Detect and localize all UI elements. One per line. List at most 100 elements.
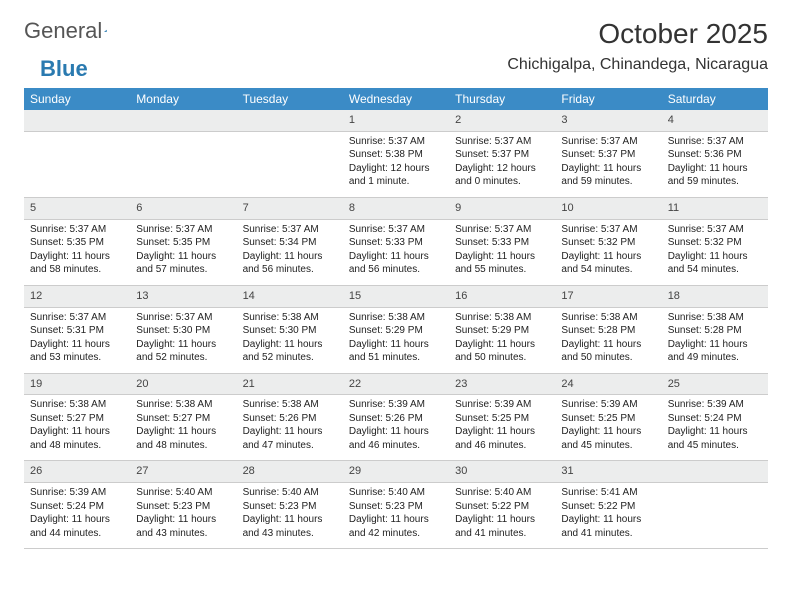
sunset-text: Sunset: 5:22 PM [561,500,655,514]
sunset-text: Sunset: 5:32 PM [561,236,655,250]
daylight-text: and 52 minutes. [136,351,230,365]
daylight-text: Daylight: 11 hours [668,338,762,352]
sunrise-text: Sunrise: 5:40 AM [243,486,337,500]
day-data-cell: Sunrise: 5:38 AMSunset: 5:28 PMDaylight:… [662,307,768,373]
daylight-text: and 43 minutes. [136,527,230,541]
daylight-text: Daylight: 11 hours [30,338,124,352]
sunset-text: Sunset: 5:38 PM [349,148,443,162]
daylight-text: and 1 minute. [349,175,443,189]
day-data-cell: Sunrise: 5:38 AMSunset: 5:27 PMDaylight:… [130,395,236,461]
daylight-text: and 0 minutes. [455,175,549,189]
day-number-cell: 2 [449,110,555,131]
weekday-header: Sunday [24,88,130,110]
daylight-text: and 57 minutes. [136,263,230,277]
day-data-cell: Sunrise: 5:39 AMSunset: 5:25 PMDaylight:… [555,395,661,461]
day-number-cell: 16 [449,285,555,307]
location-subtitle: Chichigalpa, Chinandega, Nicaragua [507,56,768,74]
sunrise-text: Sunrise: 5:37 AM [455,223,549,237]
sunset-text: Sunset: 5:34 PM [243,236,337,250]
daylight-text: Daylight: 11 hours [561,250,655,264]
daylight-text: and 50 minutes. [455,351,549,365]
daylight-text: Daylight: 11 hours [136,425,230,439]
sunrise-text: Sunrise: 5:39 AM [668,398,762,412]
sunset-text: Sunset: 5:37 PM [455,148,549,162]
day-data-cell: Sunrise: 5:37 AMSunset: 5:37 PMDaylight:… [555,131,661,197]
day-data-cell: Sunrise: 5:37 AMSunset: 5:33 PMDaylight:… [449,219,555,285]
daylight-text: Daylight: 11 hours [455,513,549,527]
sunset-text: Sunset: 5:22 PM [455,500,549,514]
calendar-table: Sunday Monday Tuesday Wednesday Thursday… [24,88,768,549]
daylight-text: Daylight: 11 hours [243,250,337,264]
daylight-text: Daylight: 11 hours [136,513,230,527]
daylight-text: and 59 minutes. [561,175,655,189]
sunrise-text: Sunrise: 5:38 AM [243,398,337,412]
daylight-text: Daylight: 11 hours [668,162,762,176]
daylight-text: Daylight: 11 hours [30,513,124,527]
sunset-text: Sunset: 5:36 PM [668,148,762,162]
sunrise-text: Sunrise: 5:40 AM [455,486,549,500]
daylight-text: and 44 minutes. [30,527,124,541]
day-data-cell: Sunrise: 5:39 AMSunset: 5:26 PMDaylight:… [343,395,449,461]
day-data-cell: Sunrise: 5:38 AMSunset: 5:29 PMDaylight:… [343,307,449,373]
weekday-header: Thursday [449,88,555,110]
daylight-text: Daylight: 11 hours [136,250,230,264]
sunset-text: Sunset: 5:25 PM [455,412,549,426]
daylight-text: Daylight: 12 hours [455,162,549,176]
day-data-cell: Sunrise: 5:40 AMSunset: 5:22 PMDaylight:… [449,483,555,549]
daylight-text: and 50 minutes. [561,351,655,365]
calendar-page: General October 2025 Chichigalpa, Chinan… [0,0,792,612]
daylight-text: and 46 minutes. [349,439,443,453]
day-data-cell: Sunrise: 5:40 AMSunset: 5:23 PMDaylight:… [237,483,343,549]
day-data-cell: Sunrise: 5:40 AMSunset: 5:23 PMDaylight:… [130,483,236,549]
day-number-cell: 5 [24,197,130,219]
day-number-row: 12131415161718 [24,285,768,307]
sunrise-text: Sunrise: 5:39 AM [561,398,655,412]
sunrise-text: Sunrise: 5:38 AM [243,311,337,325]
day-data-cell: Sunrise: 5:37 AMSunset: 5:37 PMDaylight:… [449,131,555,197]
daylight-text: and 48 minutes. [30,439,124,453]
day-data-cell: Sunrise: 5:37 AMSunset: 5:35 PMDaylight:… [24,219,130,285]
daylight-text: Daylight: 11 hours [349,250,443,264]
daylight-text: Daylight: 11 hours [30,425,124,439]
sunrise-text: Sunrise: 5:37 AM [668,135,762,149]
title-block: October 2025 Chichigalpa, Chinandega, Ni… [507,18,768,74]
day-number-cell: 6 [130,197,236,219]
brand-part1: General [24,18,102,44]
day-number-cell: 26 [24,461,130,483]
sunset-text: Sunset: 5:26 PM [243,412,337,426]
sunset-text: Sunset: 5:30 PM [243,324,337,338]
day-number-cell: 13 [130,285,236,307]
day-data-cell: Sunrise: 5:40 AMSunset: 5:23 PMDaylight:… [343,483,449,549]
sunrise-text: Sunrise: 5:38 AM [668,311,762,325]
day-data-cell: Sunrise: 5:38 AMSunset: 5:26 PMDaylight:… [237,395,343,461]
daylight-text: Daylight: 11 hours [349,338,443,352]
day-number-cell: 24 [555,373,661,395]
sunset-text: Sunset: 5:23 PM [136,500,230,514]
sunrise-text: Sunrise: 5:37 AM [668,223,762,237]
daylight-text: Daylight: 11 hours [243,425,337,439]
day-number-cell: 8 [343,197,449,219]
daylight-text: and 51 minutes. [349,351,443,365]
day-number-cell: 11 [662,197,768,219]
sunset-text: Sunset: 5:28 PM [668,324,762,338]
sunset-text: Sunset: 5:35 PM [136,236,230,250]
day-number-cell: 23 [449,373,555,395]
sunset-text: Sunset: 5:33 PM [349,236,443,250]
day-number-cell: 30 [449,461,555,483]
day-data-cell: Sunrise: 5:41 AMSunset: 5:22 PMDaylight:… [555,483,661,549]
day-data-cell: Sunrise: 5:37 AMSunset: 5:35 PMDaylight:… [130,219,236,285]
daylight-text: Daylight: 11 hours [30,250,124,264]
day-data-cell [130,131,236,197]
day-number-cell: 1 [343,110,449,131]
day-number-cell: 17 [555,285,661,307]
daylight-text: and 46 minutes. [455,439,549,453]
daylight-text: Daylight: 11 hours [668,250,762,264]
sunrise-text: Sunrise: 5:37 AM [136,311,230,325]
sunset-text: Sunset: 5:23 PM [349,500,443,514]
day-number-cell [237,110,343,131]
daylight-text: and 47 minutes. [243,439,337,453]
sunrise-text: Sunrise: 5:38 AM [455,311,549,325]
daylight-text: and 49 minutes. [668,351,762,365]
sunrise-text: Sunrise: 5:37 AM [30,223,124,237]
sunrise-text: Sunrise: 5:40 AM [349,486,443,500]
